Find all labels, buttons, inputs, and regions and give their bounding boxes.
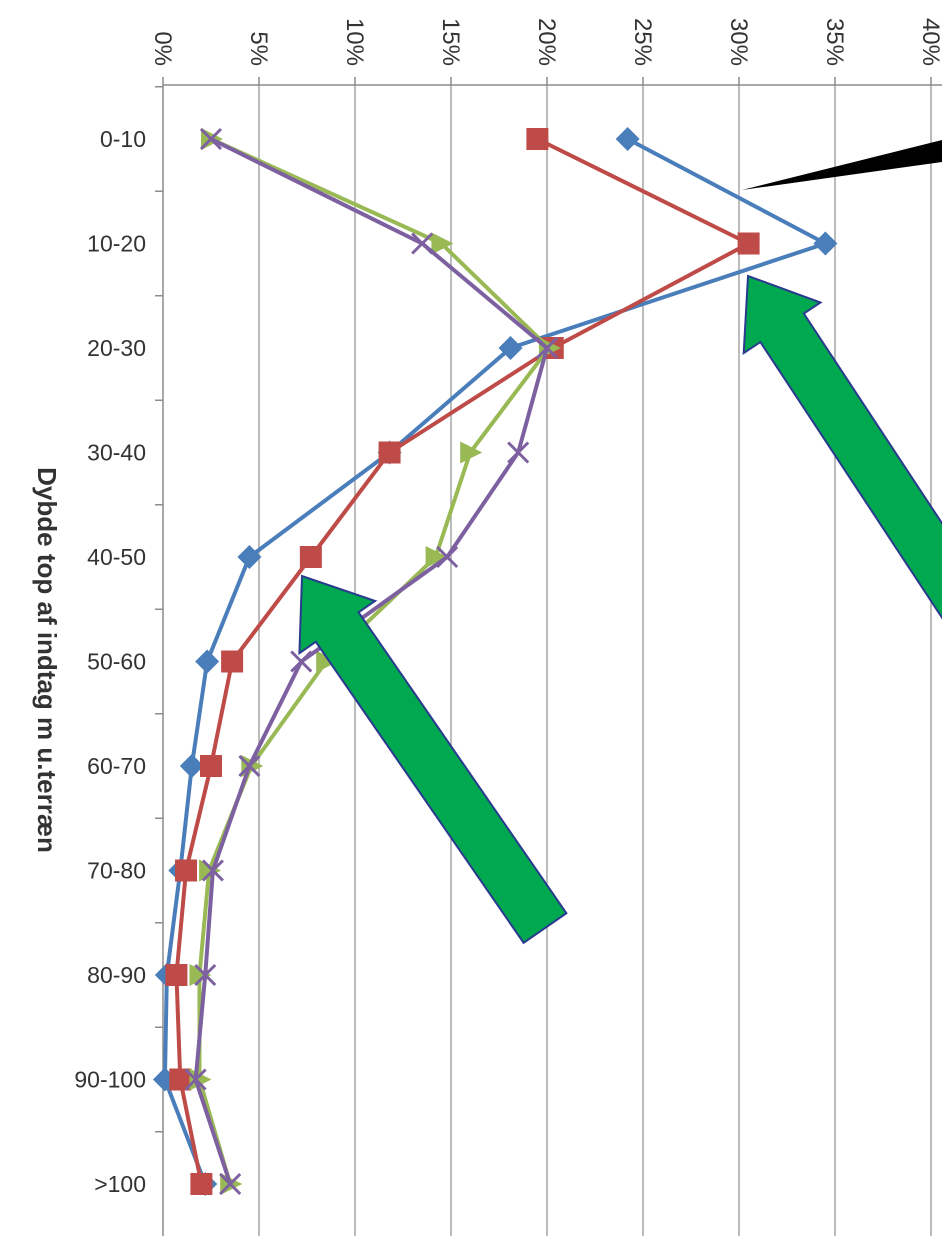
data-point-square [737,232,760,255]
data-point-square [378,441,401,464]
annotations [298,140,942,945]
grid [258,85,932,1236]
data-point-x [194,963,217,987]
green-arrow [298,574,568,945]
category-tick-label: 30-40 [87,440,146,466]
data-point-triangle [189,964,212,986]
data-point-x [290,650,313,673]
category-tick-label: 10-20 [87,231,146,257]
data-point-x [219,1172,242,1196]
data-point-x [436,545,459,569]
category-tick-label: 20-30 [87,335,146,361]
value-tick-label: 30% [725,18,752,66]
data-point-triangle [460,441,483,464]
data-point-diamond [615,127,640,151]
data-point-x [201,859,224,882]
data-point-square [169,1068,192,1091]
category-tick-label: >100 [94,1171,146,1197]
pointer-line [742,140,942,190]
data-point-square [190,1173,213,1195]
value-tick-label: 25% [629,18,656,66]
data-point-triangle [425,546,448,568]
y-axis-title: Dybde top af indtag m u.terræn [32,467,62,853]
data-point-diamond [237,545,262,569]
category-tick-label: 70-80 [87,858,146,884]
value-tick-label: 5% [245,31,272,66]
category-tick-label: 40-50 [87,544,146,570]
data-point-x [238,754,261,778]
value-tick-label: 0% [149,31,176,66]
category-tick-label: 0-10 [100,126,146,152]
category-tick-label: 90-100 [74,1067,146,1093]
value-tick-label: 40% [917,18,942,66]
axes [155,77,942,1236]
data-point-triangle [431,232,454,255]
data-point-diamond [179,754,204,778]
category-tick-label: 50-60 [87,649,146,675]
data-point-square [175,859,198,882]
data-point-diamond [195,649,220,674]
data-point-square [526,128,549,150]
data-point-square [221,650,244,673]
data-point-square [200,755,222,777]
series-group [152,127,838,1196]
data-point-x [535,336,559,360]
value-tick-label: 35% [821,18,848,66]
data-point-diamond [498,336,523,360]
data-point-square [165,964,188,986]
value-axis-ticks: 0% 5% 10% 15% 20% 25% 30% 35% 40% [149,18,942,66]
green-arrow [742,274,942,620]
data-point-triangle [199,859,222,882]
category-axis-ticks: 0-10 10-20 20-30 30-40 40-50 50-60 60-70 70-80 8… [74,126,146,1197]
value-tick-label: 10% [341,18,368,66]
data-point-x [184,1068,207,1091]
data-point-triangle [316,650,339,673]
data-point-diamond [813,231,838,256]
category-tick-label: 60-70 [87,753,146,779]
data-point-square [299,546,322,568]
data-point-x [411,232,434,255]
category-tick-label: 80-90 [87,962,146,988]
data-point-x [199,127,223,151]
data-point-x [507,441,530,464]
value-tick-label: 20% [533,18,560,66]
value-tick-label: 15% [437,18,464,66]
